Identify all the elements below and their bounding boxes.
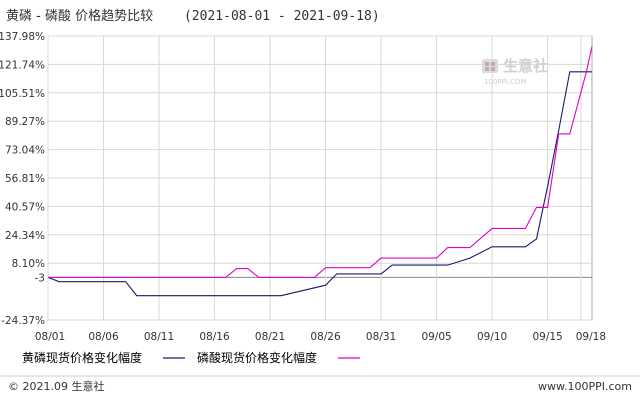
y-axis: 137.98% 121.74% 105.51% 89.27% 73.04% 56.81% 4… [0, 31, 45, 327]
legend: 黄磷现货价格变化幅度 磷酸现货价格变化幅度 [22, 350, 360, 365]
x-tick-label: 09/18 [576, 331, 606, 343]
x-tick-label: 08/26 [310, 331, 341, 343]
y-tick-label: -24.37% [1, 315, 45, 327]
y-tick-label: 121.74% [0, 59, 45, 71]
chart-date-range: (2021-08-01 - 2021-09-18) [184, 9, 380, 24]
watermark: 生意社 100PPI.COM [482, 57, 548, 86]
x-tick-label: 09/10 [477, 331, 507, 343]
x-axis: 08/01 08/06 08/11 08/16 08/21 08/26 08/31 09/05… [35, 331, 606, 343]
y-tick-label: 89.27% [5, 116, 45, 128]
x-tick-label: 09/15 [532, 331, 562, 343]
y-tick-label: 24.34% [5, 230, 45, 242]
x-tick-label: 08/06 [88, 331, 119, 343]
series-line-2 [48, 46, 593, 278]
x-tick-label: 08/21 [255, 331, 285, 343]
legend-label-series1: 黄磷现货价格变化幅度 [22, 350, 142, 365]
x-tick-label: 08/01 [35, 331, 65, 343]
footer-site-link[interactable]: www.100PPI.com [538, 380, 632, 393]
x-tick-label: 08/31 [366, 331, 396, 343]
y-tick-label: 73.04% [5, 145, 45, 157]
y-tick-label: 105.51% [0, 88, 45, 100]
watermark-logo-icon [482, 59, 498, 73]
watermark-text: 生意社 [503, 57, 548, 75]
x-tick-label: 08/11 [144, 331, 174, 343]
y-tick-label: 56.81% [5, 173, 45, 185]
y-tick-label: 137.98% [0, 31, 45, 43]
chart-title: 黄磷 - 磷酸 价格趋势比较 [6, 8, 153, 24]
footer-copyright: © 2021.09 生意社 [8, 379, 104, 393]
legend-label-series2: 磷酸现货价格变化幅度 [197, 350, 317, 365]
watermark-url: 100PPI.COM [484, 78, 527, 86]
y-tick-label: 8.10% [12, 258, 45, 270]
series-lines [47, 46, 593, 297]
x-tick-label: 09/05 [421, 331, 451, 343]
series-line-1 [47, 71, 592, 297]
y-tick-label: -3 [35, 272, 45, 284]
x-tick-label: 08/16 [199, 331, 230, 343]
y-tick-label: 40.57% [5, 201, 45, 213]
